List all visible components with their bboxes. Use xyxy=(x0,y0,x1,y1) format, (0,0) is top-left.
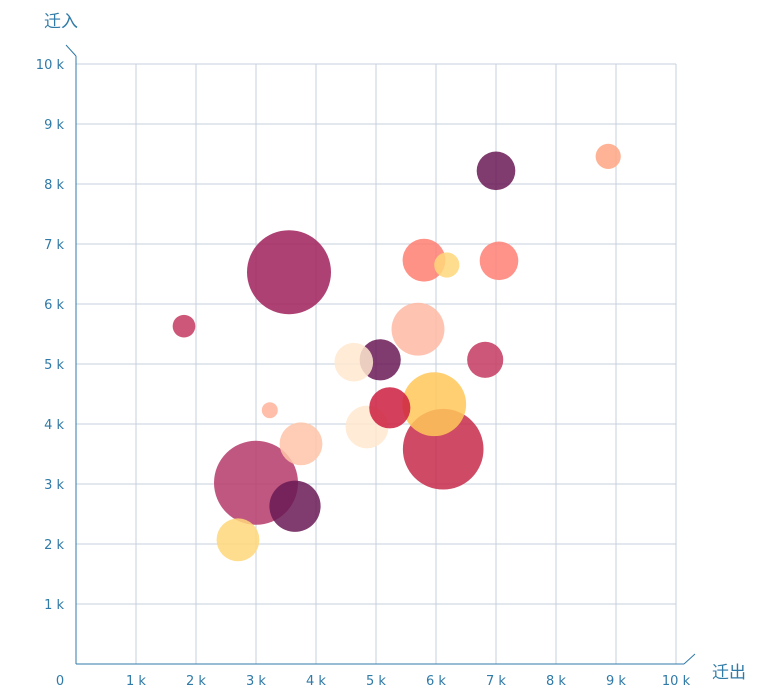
bubbles xyxy=(172,143,621,562)
x-tick-label-4: 4 k xyxy=(306,674,326,689)
bubble-10 xyxy=(369,387,411,429)
bubble-0 xyxy=(247,230,331,315)
x-tick-label-1: 1 k xyxy=(126,674,146,689)
bubble-7 xyxy=(279,422,323,466)
y-tick-label-6: 7 k xyxy=(44,238,64,253)
bubble-4 xyxy=(391,302,445,356)
y-axis-title: 迁入 xyxy=(44,12,78,32)
bubble-15 xyxy=(476,151,516,191)
x-axis-title: 迁出 xyxy=(712,663,746,683)
bubble-14 xyxy=(467,341,504,378)
x-tick-labels: 0 1 k 2 k 3 k 4 k 5 k 6 k 7 k 8 k 9 k 10 k xyxy=(56,674,691,689)
y-tick-label-9: 10 k xyxy=(36,58,65,73)
x-tick-label-9: 9 k xyxy=(606,674,626,689)
axes xyxy=(65,44,696,665)
x-tick-label-3: 3 k xyxy=(246,674,266,689)
y-tick-label-4: 5 k xyxy=(44,358,64,373)
bubble-17 xyxy=(595,143,621,169)
bubble-19 xyxy=(261,402,278,419)
x-tick-label-8: 8 k xyxy=(546,674,566,689)
bubble-8 xyxy=(402,238,446,282)
y-tick-label-1: 2 k xyxy=(44,538,64,553)
y-tick-label-3: 4 k xyxy=(44,418,64,433)
x-tick-label-0: 0 xyxy=(56,674,64,689)
x-tick-label-10: 10 k xyxy=(662,674,691,689)
bubble-3 xyxy=(402,372,467,437)
bubble-13 xyxy=(334,342,374,382)
x-axis-arrow xyxy=(683,653,696,665)
bubble-18 xyxy=(172,314,196,338)
y-axis-arrow xyxy=(65,44,77,57)
y-tick-label-7: 8 k xyxy=(44,178,64,193)
x-tick-label-5: 5 k xyxy=(366,674,386,689)
bubble-9 xyxy=(216,518,260,562)
y-tick-label-8: 9 k xyxy=(44,118,64,133)
x-tick-label-2: 2 k xyxy=(186,674,206,689)
y-tick-label-0: 1 k xyxy=(44,598,64,613)
bubble-16 xyxy=(434,252,460,278)
x-tick-label-6: 6 k xyxy=(426,674,446,689)
bubble-5 xyxy=(269,480,321,532)
x-tick-label-7: 7 k xyxy=(486,674,506,689)
bubble-12 xyxy=(479,241,519,281)
y-tick-label-5: 6 k xyxy=(44,298,64,313)
y-tick-label-2: 3 k xyxy=(44,478,64,493)
y-tick-labels: 1 k 2 k 3 k 4 k 5 k 6 k 7 k 8 k 9 k 10 k xyxy=(36,58,65,613)
